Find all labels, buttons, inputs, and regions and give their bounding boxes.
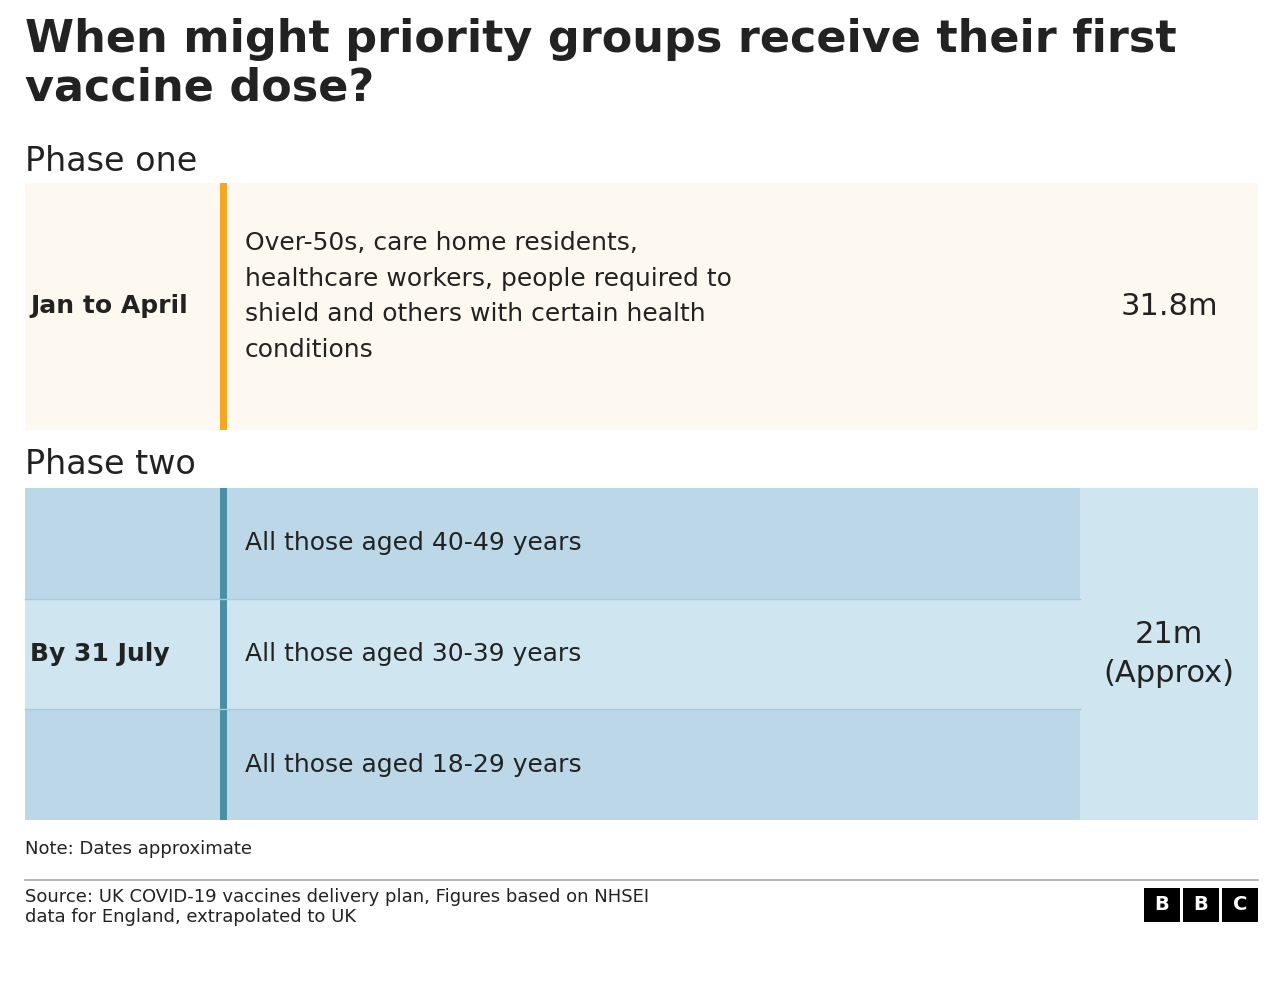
Bar [1080,598,1258,709]
Text: All those aged 18-29 years: All those aged 18-29 years [244,753,581,777]
Text: 21m
(Approx): 21m (Approx) [1103,620,1234,687]
Bar [1183,888,1219,922]
Bar [26,183,1080,430]
Bar [220,183,227,430]
Bar [26,709,1080,820]
Text: When might priority groups receive their first: When might priority groups receive their… [26,18,1176,61]
Bar [26,598,1080,709]
Text: C: C [1233,896,1247,915]
Text: Jan to April: Jan to April [29,295,188,319]
Text: Phase two: Phase two [26,448,196,481]
Bar [1080,183,1258,430]
Bar [1144,888,1180,922]
Text: B: B [1194,896,1208,915]
Bar [1080,488,1258,598]
Bar [1222,888,1258,922]
Text: Phase one: Phase one [26,145,197,178]
Text: 31.8m: 31.8m [1120,292,1217,321]
Text: B: B [1155,896,1170,915]
Text: All those aged 30-39 years: All those aged 30-39 years [244,642,581,666]
Text: All those aged 40-49 years: All those aged 40-49 years [244,531,581,555]
Text: data for England, extrapolated to UK: data for England, extrapolated to UK [26,908,356,926]
Bar [1080,709,1258,820]
Text: vaccine dose?: vaccine dose? [26,66,374,109]
Bar [26,488,1080,598]
Text: By 31 July: By 31 July [29,642,170,666]
Bar [220,488,227,820]
Text: Note: Dates approximate: Note: Dates approximate [26,840,252,858]
Text: Over-50s, care home residents,
healthcare workers, people required to
shield and: Over-50s, care home residents, healthcar… [244,231,732,362]
Text: Source: UK COVID-19 vaccines delivery plan, Figures based on NHSEI: Source: UK COVID-19 vaccines delivery pl… [26,888,649,906]
